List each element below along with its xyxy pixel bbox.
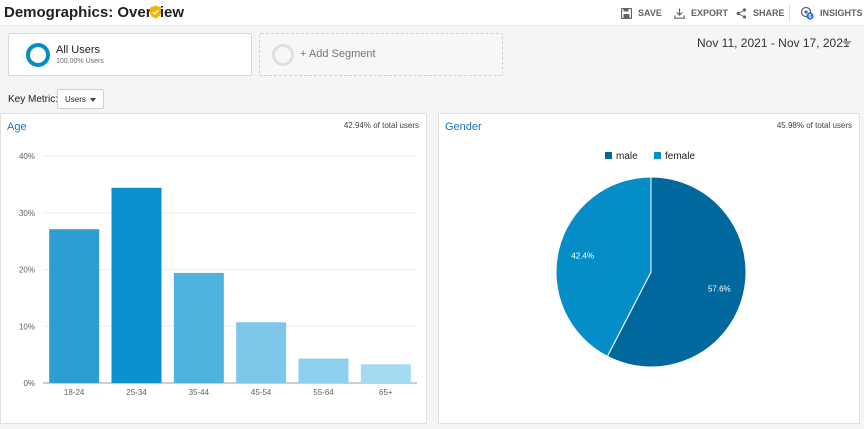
x-tick-label: 25-34 xyxy=(126,388,147,397)
x-tick-label: 35-44 xyxy=(189,388,210,397)
legend-label-female: female xyxy=(665,151,695,162)
save-icon xyxy=(621,7,632,19)
x-tick-label: 45-54 xyxy=(251,388,272,397)
insights-label: INSIGHTS xyxy=(820,8,863,18)
verified-shield-icon xyxy=(150,5,161,19)
pie-value-label-male: 57.6% xyxy=(708,285,731,294)
share-button[interactable]: SHARE xyxy=(736,6,785,20)
gender-panel: Gender 45.98% of total users male female 5… xyxy=(438,113,860,424)
segment-ring-icon xyxy=(26,43,50,67)
age-bar-55-64[interactable] xyxy=(298,358,349,383)
share-icon xyxy=(736,7,747,19)
age-panel-title: Age xyxy=(7,121,27,133)
legend-label-male: male xyxy=(616,151,638,162)
y-tick-label: 40% xyxy=(19,152,35,161)
add-segment-ring-icon xyxy=(272,44,294,66)
chevron-down-icon xyxy=(90,98,96,102)
gender-panel-title: Gender xyxy=(445,121,482,133)
y-tick-label: 0% xyxy=(23,379,35,388)
export-button[interactable]: EXPORT xyxy=(674,6,728,20)
key-metric-value: Users xyxy=(65,95,86,104)
save-label: SAVE xyxy=(638,8,662,18)
x-tick-label: 65+ xyxy=(379,388,393,397)
key-metric-label: Key Metric: xyxy=(8,94,59,105)
segment-percent: 100.00% Users xyxy=(56,58,104,65)
age-panel-share: 42.94% of total users xyxy=(343,121,419,130)
x-tick-label: 55-64 xyxy=(313,388,334,397)
pie-legend: male female xyxy=(605,151,695,162)
download-icon xyxy=(674,8,685,19)
y-tick-label: 10% xyxy=(19,322,35,331)
insights-badge: 6 xyxy=(808,14,811,20)
legend-swatch-male xyxy=(605,152,612,159)
date-range-picker[interactable]: Nov 11, 2021 - Nov 17, 2021 xyxy=(697,36,850,50)
add-segment-label: + Add Segment xyxy=(300,48,376,60)
age-bar-25-34[interactable] xyxy=(111,187,162,383)
toolbar-divider xyxy=(789,4,790,22)
age-bar-65+[interactable] xyxy=(360,364,411,383)
age-bar-35-44[interactable] xyxy=(173,272,224,383)
age-bar-chart: 0% 10% 20% 30% 40% 18-24 25-34 35-44 45-54 55-64 6… xyxy=(19,152,417,397)
gender-pie-chart: male female 57.6% 42.4% xyxy=(555,151,747,368)
gender-panel-share: 45.98% of total users xyxy=(776,121,852,130)
report-header: Demographics: Overview SAVE EXPORT SHARE xyxy=(0,0,864,26)
y-tick-label: 20% xyxy=(19,266,35,275)
segment-all-users[interactable]: All Users 100.00% Users xyxy=(8,33,252,76)
page-title: Demographics: Overview xyxy=(4,4,185,21)
age-panel: Age 42.94% of total users 0% 10% 20% 30% 40%… xyxy=(0,113,427,424)
pie-slice-female[interactable] xyxy=(555,176,652,358)
legend-swatch-female xyxy=(654,152,661,159)
pie-value-label-female: 42.4% xyxy=(571,251,594,260)
insights-button[interactable]: 6 INSIGHTS xyxy=(800,6,863,20)
insights-icon: 6 xyxy=(800,6,814,20)
pie-slice-male[interactable] xyxy=(606,176,747,368)
export-label: EXPORT xyxy=(691,8,729,18)
save-button[interactable]: SAVE xyxy=(621,6,662,20)
key-metric-select[interactable]: Users xyxy=(57,89,104,109)
add-segment-button[interactable]: + Add Segment xyxy=(259,33,503,76)
age-bar-45-54[interactable] xyxy=(236,322,287,383)
date-range-caret-icon[interactable] xyxy=(842,41,852,46)
share-label: SHARE xyxy=(753,8,785,18)
age-bar-18-24[interactable] xyxy=(49,229,100,383)
y-tick-label: 30% xyxy=(19,209,35,218)
x-tick-label: 18-24 xyxy=(64,388,85,397)
segment-name: All Users xyxy=(56,44,101,56)
